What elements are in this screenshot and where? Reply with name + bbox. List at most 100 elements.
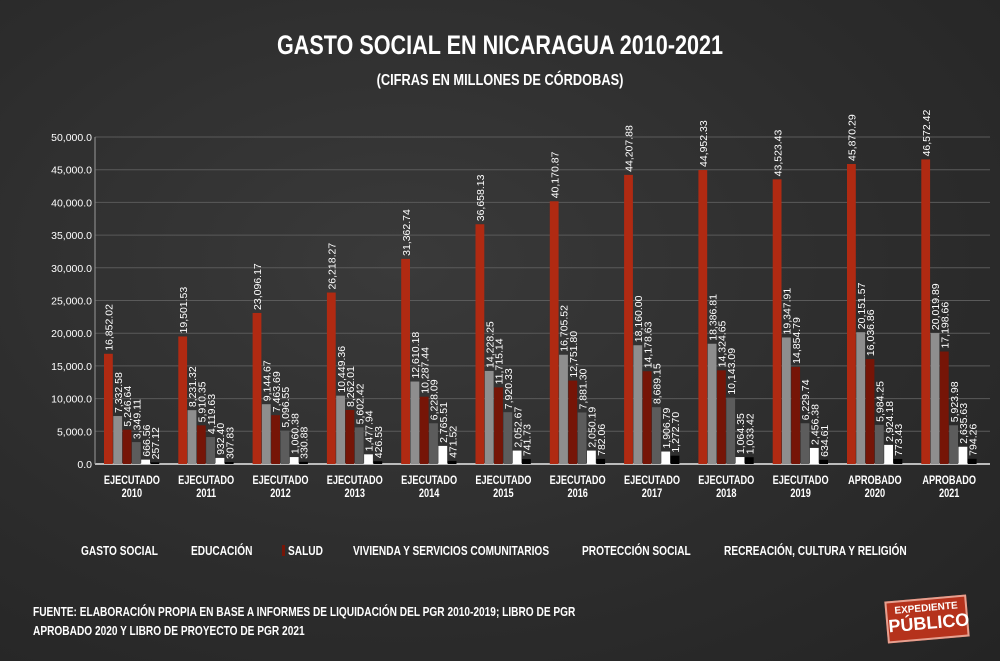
bar: [884, 444, 893, 464]
x-tick-label: 2018: [716, 488, 737, 500]
data-label: 17,198.66: [940, 302, 952, 349]
bar: [224, 461, 234, 464]
data-label: 26,218.27: [327, 243, 339, 290]
data-label: 1,060.38: [289, 413, 301, 454]
data-label: 44,952.33: [698, 120, 710, 167]
bar: [271, 415, 280, 464]
bar: [206, 437, 215, 464]
data-label: 45,870.29: [847, 114, 859, 161]
data-label: 44,207.88: [624, 125, 636, 172]
data-label: 8,231.32: [187, 366, 199, 407]
data-label: 19,501.53: [178, 287, 190, 334]
bar: [782, 337, 791, 464]
bar: [178, 336, 188, 464]
bar: [438, 445, 448, 464]
bar: [661, 451, 671, 464]
bar: [596, 458, 606, 464]
x-tick-label: 2016: [567, 488, 588, 500]
data-label: 40,170.87: [549, 151, 561, 198]
bar: [141, 459, 150, 464]
data-label: 5,923.98: [949, 381, 961, 422]
data-label: 2,635.63: [958, 403, 970, 444]
chart-subtitle: (CIFRAS EN MILLONES DE CÓRDOBAS): [376, 72, 624, 89]
legend-label: VIVIENDA Y SERVICIOS COMUNITARIOS: [353, 543, 550, 558]
data-label: 932.40: [215, 423, 227, 455]
data-label: 3,349.11: [132, 399, 144, 439]
bar: [893, 458, 903, 464]
legend-swatch: [282, 545, 285, 556]
x-tick-label: 2019: [790, 488, 811, 500]
data-label: 7,332.58: [113, 372, 125, 413]
y-tick-label: 5,000.0: [57, 426, 92, 438]
x-tick-label: EJECUTADO: [698, 475, 754, 487]
data-label: 9,144.67: [262, 360, 274, 401]
legend-label: RECREACIÓN, CULTURA Y RELIGIÓN: [724, 543, 907, 558]
bar: [930, 333, 940, 464]
bar: [104, 353, 113, 464]
data-label: 14,324.65: [717, 320, 729, 367]
bar: [345, 409, 355, 464]
legend-label: EDUCACIÓN: [191, 543, 253, 558]
bar: [494, 387, 503, 464]
bar: [856, 332, 866, 464]
legend-label: SALUD: [287, 543, 323, 558]
data-label: 666.56: [141, 424, 153, 456]
bar: [698, 170, 708, 464]
x-tick-label: 2020: [865, 488, 886, 500]
data-label: 2,765.51: [438, 402, 450, 443]
legend-item: VIVIENDA Y SERVICIOS COMUNITARIOS: [350, 543, 561, 558]
data-label: 741.73: [522, 424, 534, 456]
legend-item: GASTO SOCIAL: [78, 543, 170, 558]
bar: [131, 442, 141, 464]
bar-chart: 0.0 5,000.0 10,000.0 15,000.0 20,000.0 25,000…: [51, 110, 990, 500]
bar: [484, 370, 494, 464]
bar: [503, 412, 513, 464]
bar: [475, 224, 485, 464]
legend-item: RECREACIÓN, CULTURA Y RELIGIÓN: [721, 543, 919, 558]
data-label: 18,386.81: [707, 294, 719, 341]
data-label: 1,064.35: [735, 413, 747, 454]
bar: [559, 354, 568, 464]
x-tick-label: EJECUTADO: [550, 475, 606, 487]
x-tick-label: EJECUTADO: [178, 475, 234, 487]
bar: [939, 351, 949, 464]
data-label: 4,119.63: [206, 394, 218, 434]
bar: [512, 450, 522, 464]
data-label: 14,178.63: [642, 321, 654, 368]
legend-item: EDUCACIÓN: [188, 543, 264, 558]
x-tick-label: 2021: [939, 488, 960, 500]
data-label: 1,906.79: [661, 407, 673, 448]
x-tick-label: 2013: [345, 488, 366, 500]
bar: [967, 458, 977, 464]
data-label: 20,151.57: [856, 282, 868, 329]
y-tick-label: 35,000.0: [51, 230, 92, 242]
x-tick-label: EJECUTADO: [401, 475, 457, 487]
data-label: 14,854.79: [791, 317, 803, 364]
x-tick-label: 2015: [493, 488, 514, 500]
data-label: 20,019.89: [930, 283, 942, 330]
y-tick-label: 10,000.0: [51, 394, 92, 406]
bar: [958, 446, 968, 464]
bar: [921, 159, 931, 464]
bar: [252, 312, 262, 464]
data-label: 10,287.44: [419, 347, 431, 394]
bar: [587, 450, 596, 464]
legend-label: GASTO SOCIAL: [81, 543, 159, 558]
bar: [707, 343, 717, 464]
data-label: 2,052.67: [512, 407, 524, 448]
bar: [633, 345, 643, 464]
y-tick-label: 50,000.0: [51, 132, 92, 144]
bar: [865, 359, 875, 464]
data-label: 16,852.02: [104, 304, 116, 351]
bar: [874, 424, 884, 464]
x-tick-label: APROBADO: [848, 475, 902, 487]
bar: [410, 381, 420, 464]
x-tick-label: EJECUTADO: [327, 475, 383, 487]
source-note: FUENTE: ELABORACIÓN PROPIA EN BASE A INF…: [33, 602, 735, 640]
data-label: 18,160.00: [633, 295, 645, 342]
bar: [791, 366, 801, 464]
x-tick-label: EJECUTADO: [475, 475, 531, 487]
y-tick-label: 0.0: [77, 459, 92, 471]
bar: [624, 174, 633, 464]
data-label: 31,362.74: [401, 209, 413, 256]
